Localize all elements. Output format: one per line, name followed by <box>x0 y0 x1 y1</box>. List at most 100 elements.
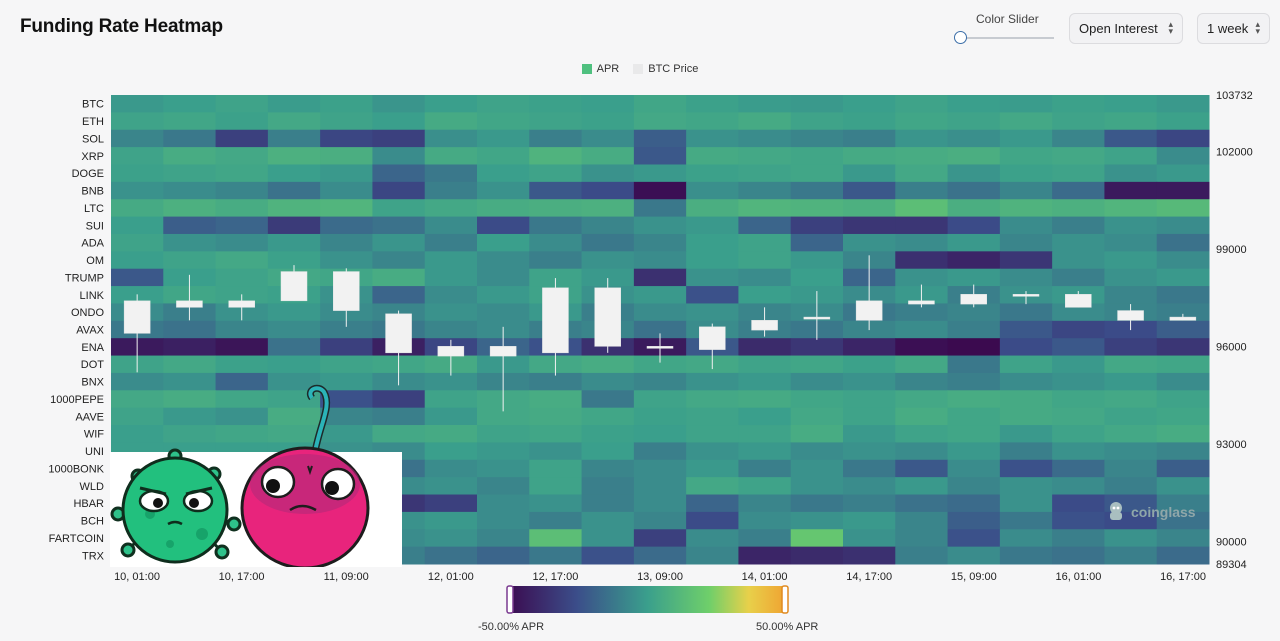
heatmap-cell[interactable] <box>215 233 269 252</box>
heatmap-cell[interactable] <box>790 407 844 426</box>
heatmap-cell[interactable] <box>215 355 269 374</box>
heatmap-cell[interactable] <box>947 338 1001 357</box>
heatmap-cell[interactable] <box>738 355 792 374</box>
heatmap-cell[interactable] <box>999 390 1053 409</box>
heatmap-cell[interactable] <box>999 511 1053 530</box>
heatmap-cell[interactable] <box>633 147 687 165</box>
heatmap-cell[interactable] <box>320 425 373 443</box>
heatmap-cell[interactable] <box>529 147 583 165</box>
heatmap-cell[interactable] <box>111 407 164 426</box>
heatmap-cell[interactable] <box>633 286 687 304</box>
heatmap-cell[interactable] <box>790 425 844 443</box>
heatmap-cell[interactable] <box>215 199 269 218</box>
heatmap-cell[interactable] <box>163 320 217 339</box>
heatmap-cell[interactable] <box>686 425 739 443</box>
heatmap-cell[interactable] <box>372 181 426 200</box>
heatmap-cell[interactable] <box>843 442 896 461</box>
heatmap-cell[interactable] <box>163 164 217 183</box>
heatmap-cell[interactable] <box>1104 251 1158 270</box>
heatmap-cell[interactable] <box>1156 112 1210 131</box>
heatmap-cell[interactable] <box>320 216 373 235</box>
heatmap-cell[interactable] <box>477 268 530 287</box>
heatmap-cell[interactable] <box>999 181 1053 200</box>
heatmap-cell[interactable] <box>790 199 844 218</box>
heatmap-cell[interactable] <box>686 199 739 218</box>
heatmap-cell[interactable] <box>267 338 321 357</box>
heatmap-cell[interactable] <box>267 112 321 131</box>
heatmap-cell[interactable] <box>686 233 739 252</box>
heatmap-cell[interactable] <box>686 129 739 148</box>
heatmap-cell[interactable] <box>581 112 635 131</box>
heatmap-cell[interactable] <box>633 459 687 478</box>
heatmap-cell[interactable] <box>686 529 739 548</box>
heatmap-cell[interactable] <box>686 95 739 113</box>
heatmap-cell[interactable] <box>1104 355 1158 374</box>
candle-body[interactable] <box>803 316 831 320</box>
heatmap-cell[interactable] <box>1104 164 1158 183</box>
heatmap-cell[interactable] <box>111 372 164 391</box>
heatmap-cell[interactable] <box>1052 181 1105 200</box>
heatmap-cell[interactable] <box>999 95 1053 113</box>
candle-body[interactable] <box>1169 316 1197 321</box>
candle-body[interactable] <box>385 313 412 354</box>
heatmap-cell[interactable] <box>686 511 739 530</box>
heatmap-cell[interactable] <box>320 181 373 200</box>
candle-body[interactable] <box>1117 310 1144 321</box>
heatmap-cell[interactable] <box>999 477 1053 496</box>
heatmap-cell[interactable] <box>843 338 896 357</box>
heatmap-cell[interactable] <box>267 233 321 252</box>
heatmap-cell[interactable] <box>111 147 164 165</box>
color-slider-thumb[interactable] <box>954 31 967 44</box>
heatmap-cell[interactable] <box>1052 355 1105 374</box>
heatmap-cell[interactable] <box>790 494 844 513</box>
candle-body[interactable] <box>960 294 987 305</box>
heatmap-cell[interactable] <box>738 477 792 496</box>
heatmap-cell[interactable] <box>111 233 164 252</box>
heatmap-cell[interactable] <box>633 303 687 322</box>
heatmap-cell[interactable] <box>790 529 844 548</box>
heatmap-cell[interactable] <box>477 216 530 235</box>
heatmap-cell[interactable] <box>1156 459 1210 478</box>
heatmap-cell[interactable] <box>999 546 1053 565</box>
heatmap-cell[interactable] <box>581 494 635 513</box>
heatmap-cell[interactable] <box>1156 181 1210 200</box>
heatmap-cell[interactable] <box>581 216 635 235</box>
candle-body[interactable] <box>489 346 517 357</box>
heatmap-cell[interactable] <box>477 251 530 270</box>
heatmap-cell[interactable] <box>843 546 896 565</box>
heatmap-cell[interactable] <box>843 147 896 165</box>
heatmap-cell[interactable] <box>581 477 635 496</box>
heatmap-cell[interactable] <box>424 268 478 287</box>
heatmap-cell[interactable] <box>529 199 583 218</box>
heatmap-cell[interactable] <box>843 216 896 235</box>
heatmap-cell[interactable] <box>843 494 896 513</box>
heatmap-cell[interactable] <box>1052 459 1105 478</box>
heatmap-cell[interactable] <box>477 147 530 165</box>
heatmap-cell[interactable] <box>1104 442 1158 461</box>
heatmap-cell[interactable] <box>1104 233 1158 252</box>
heatmap-cell[interactable] <box>372 147 426 165</box>
time-range-select[interactable]: 1 week ▴ ▾ <box>1197 13 1270 44</box>
heatmap-cell[interactable] <box>477 546 530 565</box>
heatmap-cell[interactable] <box>999 355 1053 374</box>
heatmap-cell[interactable] <box>424 494 478 513</box>
heatmap-cell[interactable] <box>111 181 164 200</box>
heatmap-cell[interactable] <box>581 425 635 443</box>
legend-item-btc-price[interactable]: BTC Price <box>633 63 698 75</box>
metric-select[interactable]: Open Interest ▴ ▾ <box>1069 13 1183 44</box>
heatmap-cell[interactable] <box>1104 338 1158 357</box>
heatmap-cell[interactable] <box>843 459 896 478</box>
heatmap-cell[interactable] <box>895 546 949 565</box>
heatmap-cell[interactable] <box>267 251 321 270</box>
heatmap-cell[interactable] <box>895 529 949 548</box>
heatmap-cell[interactable] <box>895 390 949 409</box>
heatmap-cell[interactable] <box>738 95 792 113</box>
heatmap-cell[interactable] <box>895 199 949 218</box>
heatmap-cell[interactable] <box>1104 286 1158 304</box>
heatmap-cell[interactable] <box>163 199 217 218</box>
heatmap-cell[interactable] <box>424 390 478 409</box>
heatmap-cell[interactable] <box>215 164 269 183</box>
heatmap-cell[interactable] <box>477 129 530 148</box>
candle-body[interactable] <box>908 300 935 305</box>
heatmap-cell[interactable] <box>111 425 164 443</box>
